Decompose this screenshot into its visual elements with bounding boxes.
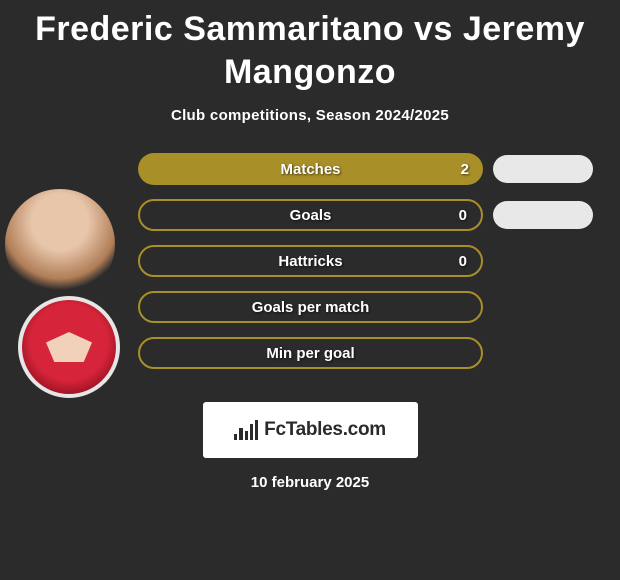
chart-icon — [234, 420, 258, 440]
date-label: 10 february 2025 — [0, 474, 620, 491]
avatar-image — [5, 189, 115, 299]
stat-pill-left: Hattricks 0 — [138, 245, 483, 277]
stat-label: Hattricks — [278, 253, 342, 270]
club-badge — [18, 296, 120, 398]
stat-pill-left: Matches 2 — [138, 153, 483, 185]
stat-label: Min per goal — [266, 345, 354, 362]
stat-value-left: 0 — [459, 207, 467, 224]
stat-row: Goals per match — [138, 290, 608, 324]
stat-label: Goals — [290, 207, 332, 224]
stat-label: Matches — [280, 161, 340, 178]
stat-pill-right — [493, 155, 593, 183]
watermark: FcTables.com — [203, 402, 418, 458]
stat-row: Hattricks 0 — [138, 244, 608, 278]
stat-pill-left: Goals per match — [138, 291, 483, 323]
player-avatar — [5, 189, 115, 299]
comparison-panel: Matches 2 Goals 0 Hattricks 0 Goals per match M… — [0, 144, 620, 384]
stat-label: Goals per match — [252, 299, 370, 316]
page-title: Frederic Sammaritano vs Jeremy Mangonzo — [0, 0, 620, 99]
stat-pill-left: Min per goal — [138, 337, 483, 369]
stat-value-left: 0 — [459, 253, 467, 270]
stat-row: Min per goal — [138, 336, 608, 370]
stat-value-left: 2 — [461, 161, 469, 178]
club-badge-icon — [46, 332, 92, 362]
stat-rows: Matches 2 Goals 0 Hattricks 0 Goals per match M… — [138, 152, 608, 382]
subtitle: Club competitions, Season 2024/2025 — [0, 107, 620, 124]
stat-pill-left: Goals 0 — [138, 199, 483, 231]
stat-row: Goals 0 — [138, 198, 608, 232]
watermark-text: FcTables.com — [264, 419, 386, 441]
stat-pill-right — [493, 201, 593, 229]
stat-row: Matches 2 — [138, 152, 608, 186]
